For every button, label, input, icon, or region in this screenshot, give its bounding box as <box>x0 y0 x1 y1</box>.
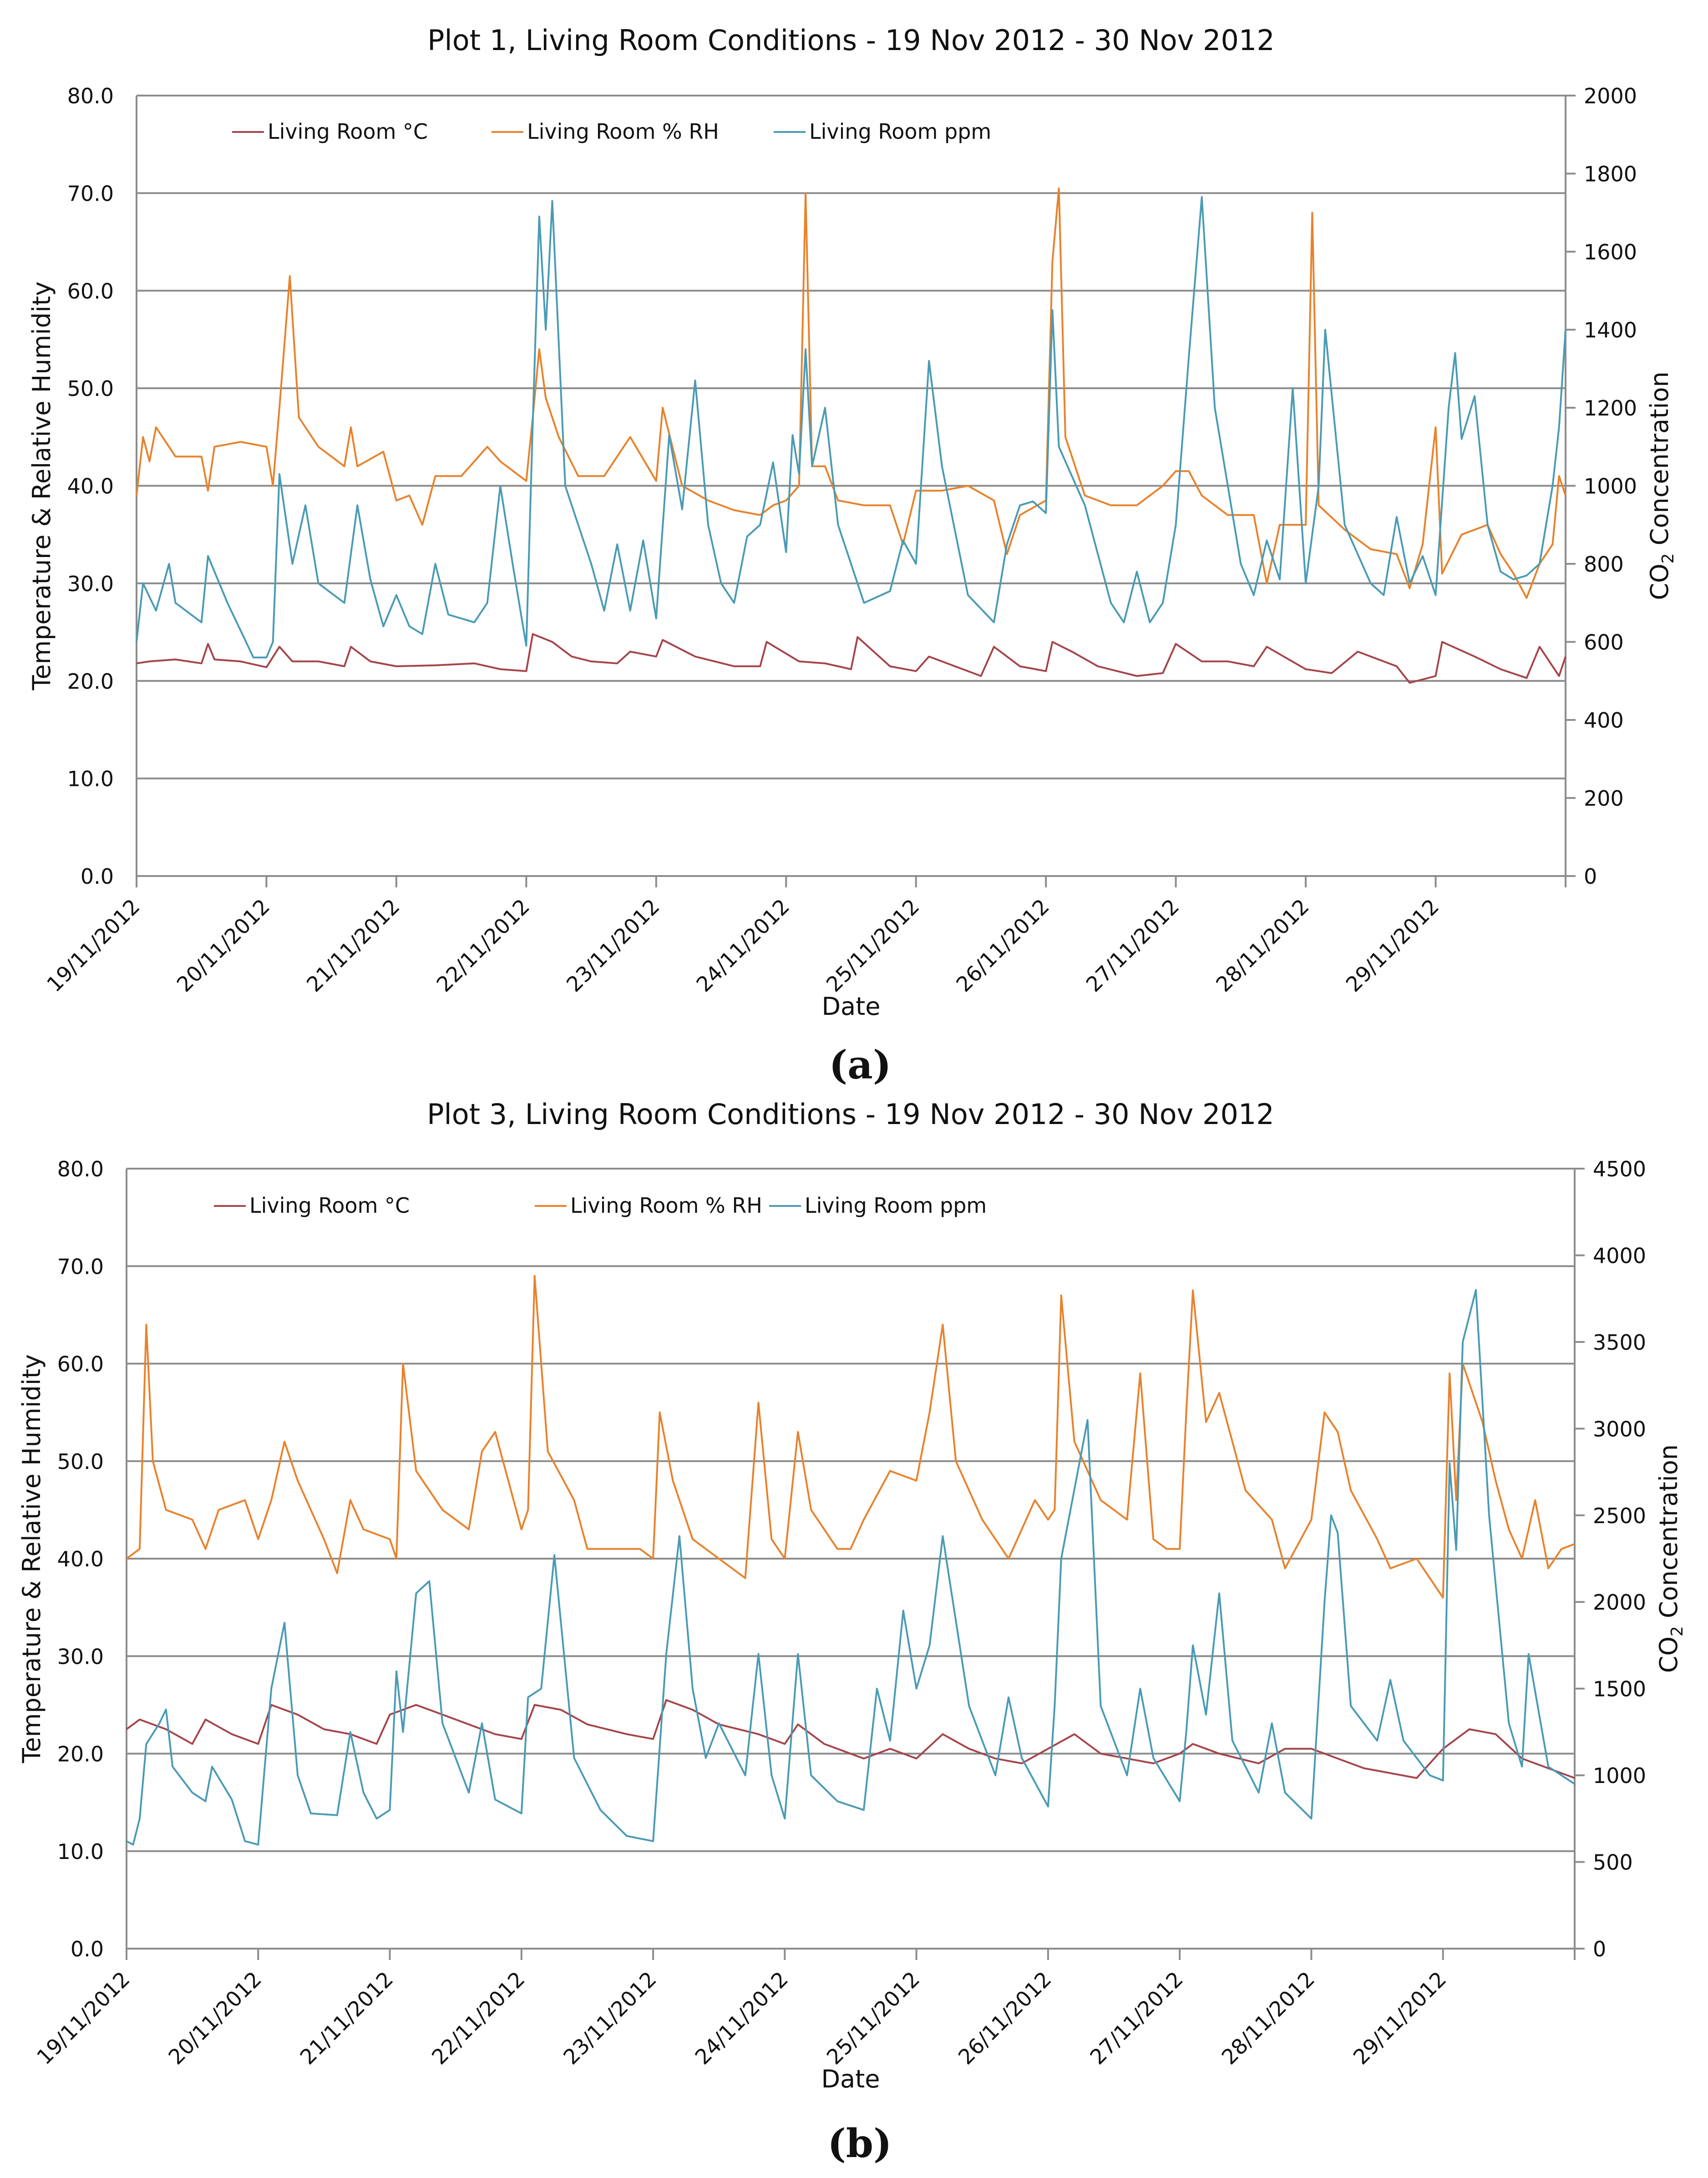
y2-tick-label: 2000 <box>1593 1590 1646 1615</box>
x-tick-label: 27/11/2012 <box>1085 1967 1188 2070</box>
panel-label: (b) <box>827 2121 892 2167</box>
y-tick-label: 40.0 <box>67 474 114 499</box>
series-line-2 <box>136 187 1566 599</box>
chart-plot-3: Plot 3, Living Room Conditions - 19 Nov … <box>17 1098 1687 2167</box>
y-tick-label: 10.0 <box>67 767 114 791</box>
y2-tick-label: 3500 <box>1593 1330 1646 1355</box>
y2-tick-label: 200 <box>1584 786 1624 811</box>
y2-tick-label: 2000 <box>1584 84 1637 108</box>
y-tick-label: 50.0 <box>67 376 114 401</box>
y-tick-label: 70.0 <box>67 181 114 206</box>
x-tick-label: 19/11/2012 <box>32 1967 135 2070</box>
chart-title: Plot 1, Living Room Conditions - 19 Nov … <box>427 24 1275 57</box>
x-tick-label: 25/11/2012 <box>822 1967 925 2070</box>
x-tick-label: 26/11/2012 <box>953 1967 1056 2070</box>
x-tick-label: 29/11/2012 <box>1341 894 1444 997</box>
x-tick-label: 24/11/2012 <box>691 894 794 997</box>
x-axis-label: Date <box>821 2065 880 2093</box>
series-line-2 <box>126 1275 1575 1599</box>
y-tick-label: 60.0 <box>57 1352 104 1377</box>
y2-tick-label: 1800 <box>1584 162 1637 187</box>
x-tick-label: 23/11/2012 <box>562 894 664 997</box>
legend-label: Living Room % RH <box>570 1193 762 1218</box>
x-tick-label: 23/11/2012 <box>558 1967 661 2070</box>
y2-tick-label: 1000 <box>1584 474 1637 499</box>
y-tick-label: 80.0 <box>67 84 114 108</box>
y-tick-label: 10.0 <box>57 1839 104 1864</box>
y2-axis-label: CO2 Concentration <box>1654 1444 1687 1673</box>
y2-tick-label: 1200 <box>1584 396 1637 420</box>
y2-tick-label: 2500 <box>1593 1504 1646 1528</box>
y2-tick-label: 1500 <box>1593 1677 1646 1702</box>
y2-tick-label: 1000 <box>1593 1763 1646 1788</box>
series-line-3 <box>136 196 1566 658</box>
x-tick-label: 19/11/2012 <box>42 894 145 997</box>
y-tick-label: 80.0 <box>57 1157 104 1181</box>
x-tick-label: 29/11/2012 <box>1348 1967 1451 2070</box>
legend-label: Living Room °C <box>249 1193 410 1218</box>
x-tick-label: 20/11/2012 <box>163 1967 266 2070</box>
y2-tick-label: 400 <box>1584 708 1624 733</box>
y2-tick-label: 500 <box>1593 1850 1633 1875</box>
legend-label: Living Room ppm <box>809 119 991 144</box>
panel-label: (a) <box>829 1042 891 1088</box>
legend-label: Living Room ppm <box>805 1193 987 1218</box>
x-tick-label: 28/11/2012 <box>1217 1967 1320 2070</box>
y2-tick-label: 0 <box>1593 1937 1606 1961</box>
chart-title: Plot 3, Living Room Conditions - 19 Nov … <box>427 1098 1274 1131</box>
y-tick-label: 60.0 <box>67 279 114 304</box>
y-tick-label: 20.0 <box>57 1742 104 1767</box>
x-axis-label: Date <box>821 992 880 1021</box>
y-tick-label: 30.0 <box>67 572 114 596</box>
y2-tick-label: 0 <box>1584 864 1597 889</box>
series-line-1 <box>136 633 1566 684</box>
y-tick-label: 50.0 <box>57 1449 104 1474</box>
x-tick-label: 24/11/2012 <box>690 1967 793 2070</box>
x-tick-label: 20/11/2012 <box>172 894 275 997</box>
series-line-1 <box>126 1699 1575 1779</box>
y2-axis-label: CO2 Concentration <box>1645 371 1678 600</box>
y2-tick-label: 600 <box>1584 630 1624 655</box>
y-tick-label: 40.0 <box>57 1547 104 1571</box>
x-tick-label: 22/11/2012 <box>427 1967 530 2070</box>
y2-tick-label: 800 <box>1584 552 1624 577</box>
x-tick-label: 22/11/2012 <box>431 894 534 997</box>
y-tick-label: 20.0 <box>67 669 114 694</box>
y2-tick-label: 4000 <box>1593 1243 1646 1268</box>
y2-tick-label: 4500 <box>1593 1157 1646 1181</box>
x-tick-label: 28/11/2012 <box>1211 894 1314 997</box>
y-tick-label: 0.0 <box>71 1937 104 1961</box>
y-tick-label: 30.0 <box>57 1644 104 1669</box>
x-tick-label: 21/11/2012 <box>295 1967 398 2070</box>
y-axis-label: Temperature & Relative Humidity <box>27 281 56 690</box>
x-tick-label: 26/11/2012 <box>951 894 1054 997</box>
y-axis-label: Temperature & Relative Humidity <box>17 1354 46 1763</box>
series-line-3 <box>126 1289 1576 1846</box>
chart-plot-1: Plot 1, Living Room Conditions - 19 Nov … <box>27 24 1678 1088</box>
legend-label: Living Room % RH <box>527 119 719 144</box>
y2-tick-label: 1400 <box>1584 318 1637 343</box>
legend-label: Living Room °C <box>268 119 428 144</box>
y-tick-label: 70.0 <box>57 1254 104 1279</box>
x-tick-label: 21/11/2012 <box>302 894 405 997</box>
x-tick-label: 27/11/2012 <box>1081 894 1184 997</box>
x-tick-label: 25/11/2012 <box>821 894 924 997</box>
y-tick-label: 0.0 <box>81 864 114 889</box>
y2-tick-label: 3000 <box>1593 1417 1646 1441</box>
y2-tick-label: 1600 <box>1584 240 1637 264</box>
